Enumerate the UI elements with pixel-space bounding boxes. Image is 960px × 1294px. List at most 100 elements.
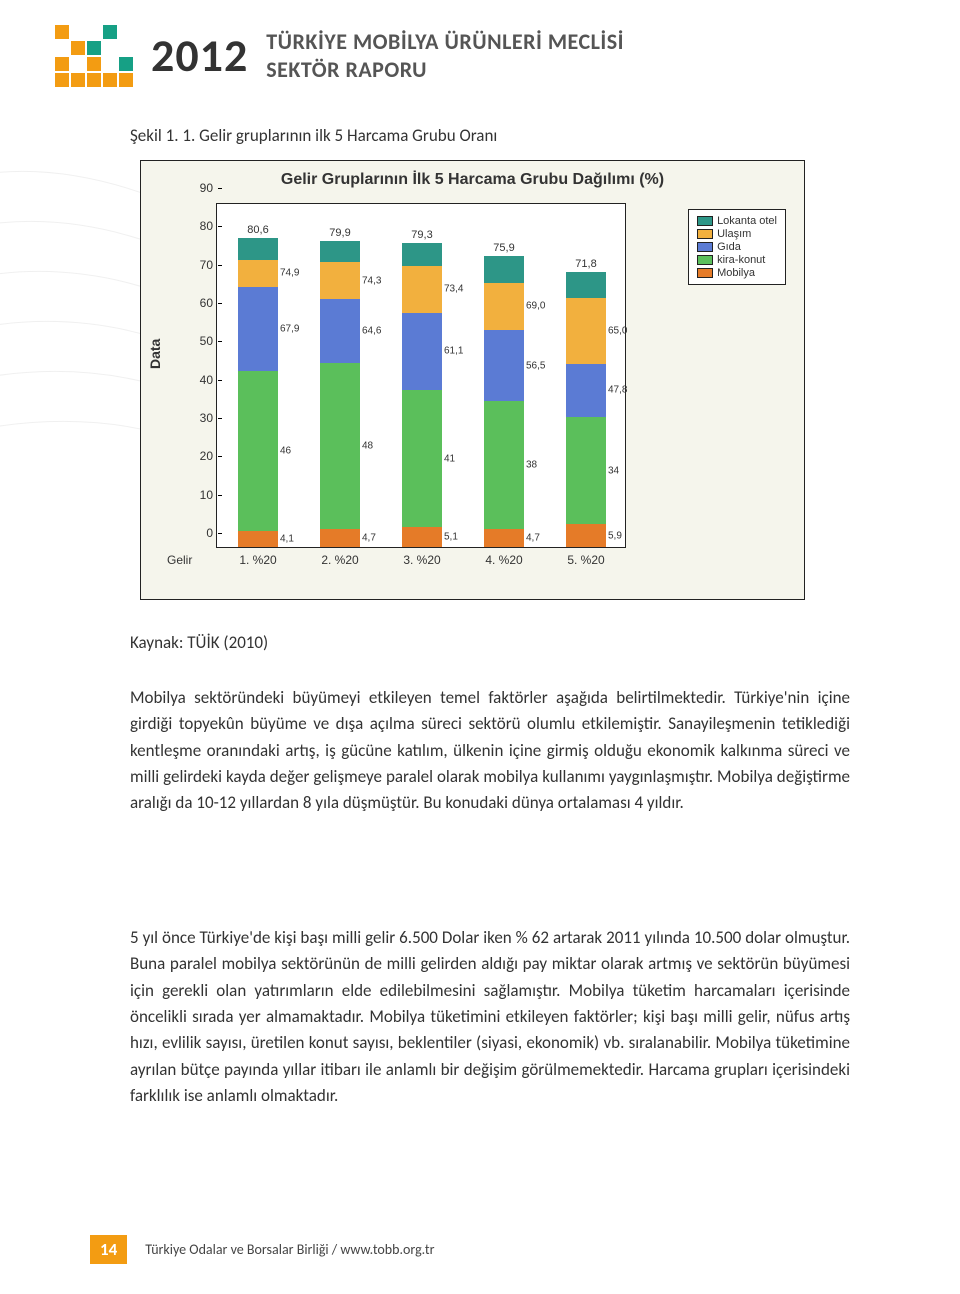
legend-swatch [697,216,713,226]
bar-value-label: 73,4 [442,284,463,295]
legend-label: Lokanta otel [717,215,777,227]
page-header: 2012 TÜRKİYE MOBİLYA ÜRÜNLERİ MECLİSİ SE… [55,25,624,87]
report-title: TÜRKİYE MOBİLYA ÜRÜNLERİ MECLİSİ SEKTÖR … [266,29,624,82]
legend-label: Mobilya [717,267,755,279]
bar-segment [238,238,278,260]
logo-icon [55,25,133,87]
bar-segment [320,241,360,262]
footer-text: Türkiye Odalar ve Borsalar Birliği / www… [145,1241,434,1258]
legend-item: Gıda [697,241,777,253]
bar-segment: 48 [320,363,360,529]
legend-label: kira-konut [717,254,765,266]
bar-value-label: 69,0 [524,301,545,312]
legend-item: Ulaşım [697,228,777,240]
paragraph-1: Mobilya sektöründeki büyümeyi etkileyen … [130,685,850,817]
bar-value-label: 74,3 [360,275,381,286]
bar-segment [402,243,442,266]
y-tick: 60 [187,296,217,310]
bar-segment: 74,9 [238,260,278,287]
page-number: 14 [90,1235,127,1264]
y-tick: 80 [187,219,217,233]
x-tick: 4. %20 [485,553,522,567]
bar-segment [484,256,524,282]
legend-swatch [697,255,713,265]
bar-total-label: 75,9 [493,242,514,254]
bar-value-label: 5,1 [442,532,458,543]
bar-value-label: 67,9 [278,323,299,334]
chart-legend: Lokanta otelUlaşımGıdakira-konutMobilya [688,209,786,285]
bar-value-label: 34 [606,465,619,476]
y-tick: 0 [187,526,217,540]
report-title-line2: SEKTÖR RAPORU [266,56,624,83]
bar-segment: 74,3 [320,262,360,299]
bar-value-label: 48 [360,441,373,452]
page-footer: 14 Türkiye Odalar ve Borsalar Birliği / … [90,1235,920,1264]
bar-value-label: 74,9 [278,268,299,279]
report-year: 2012 [151,28,248,84]
bar-segment: 61,1 [402,313,442,390]
bar-segment: 46 [238,371,278,532]
legend-label: Ulaşım [717,228,751,240]
bar-group: 5,93447,865,071,8 [566,272,606,547]
bar-segment: 5,9 [566,524,606,547]
chart-plot-area: Gelir 01020304050607080904,14667,974,980… [216,203,626,548]
chart-source: Kaynak: TÜİK (2010) [130,630,850,656]
bar-value-label: 4,7 [524,532,540,543]
bar-segment: 4,7 [320,529,360,547]
bar-segment [566,272,606,298]
bar-group: 5,14161,173,479,3 [402,243,442,547]
y-tick: 70 [187,258,217,272]
bar-value-label: 65,0 [606,325,627,336]
bar-value-label: 4,1 [278,534,294,545]
bar-total-label: 80,6 [247,224,268,236]
y-tick: 50 [187,334,217,348]
bar-value-label: 46 [278,445,291,456]
bar-segment: 5,1 [402,527,442,547]
legend-item: kira-konut [697,254,777,266]
x-tick: 1. %20 [239,553,276,567]
bar-segment: 67,9 [238,287,278,371]
y-tick: 30 [187,411,217,425]
bar-total-label: 71,8 [575,258,596,270]
bar-segment: 4,1 [238,531,278,547]
bar-total-label: 79,9 [329,227,350,239]
bar-group: 4,74864,674,379,9 [320,241,360,547]
bar-segment: 65,0 [566,298,606,364]
x-tick: 5. %20 [567,553,604,567]
chart-title: Gelir Gruplarının İlk 5 Harcama Grubu Da… [141,171,804,189]
paragraph-2: 5 yıl önce Türkiye'de kişi başı milli ge… [130,925,850,1109]
bar-value-label: 64,6 [360,326,381,337]
y-tick: 40 [187,373,217,387]
bar-segment: 69,0 [484,283,524,331]
bar-segment: 41 [402,390,442,528]
chart-container: Gelir Gruplarının İlk 5 Harcama Grubu Da… [140,160,805,600]
bar-value-label: 38 [524,460,537,471]
legend-item: Lokanta otel [697,215,777,227]
y-axis-label: Data [147,339,163,369]
legend-item: Mobilya [697,267,777,279]
bar-segment: 34 [566,417,606,525]
legend-label: Gıda [717,241,741,253]
y-tick: 20 [187,449,217,463]
legend-swatch [697,229,713,239]
y-tick: 10 [187,488,217,502]
x-axis-label: Gelir [167,553,192,567]
bar-value-label: 5,9 [606,530,622,541]
bar-value-label: 61,1 [442,346,463,357]
legend-swatch [697,268,713,278]
bar-segment: 64,6 [320,299,360,363]
x-tick: 3. %20 [403,553,440,567]
bar-segment: 4,7 [484,529,524,547]
bar-group: 4,73856,569,075,9 [484,256,524,547]
bar-value-label: 47,8 [606,385,627,396]
y-tick: 90 [187,181,217,195]
bar-segment: 47,8 [566,364,606,417]
bar-segment: 73,4 [402,266,442,313]
report-title-line1: TÜRKİYE MOBİLYA ÜRÜNLERİ MECLİSİ [266,29,624,55]
bar-value-label: 56,5 [524,360,545,371]
bar-group: 4,14667,974,980,6 [238,238,278,547]
bar-segment: 56,5 [484,330,524,401]
x-tick: 2. %20 [321,553,358,567]
bar-value-label: 41 [442,453,455,464]
figure-caption: Şekil 1. 1. Gelir gruplarının ilk 5 Harc… [130,125,497,146]
